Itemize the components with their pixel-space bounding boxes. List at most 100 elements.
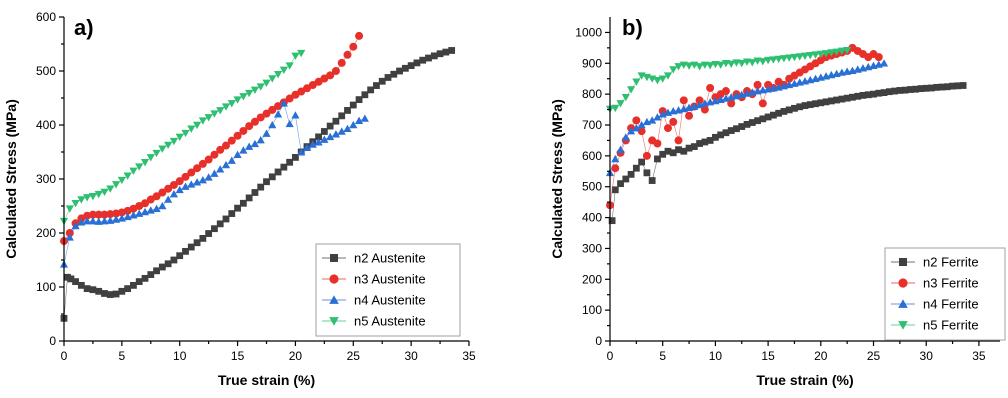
data-point [227, 156, 236, 164]
data-point [100, 210, 109, 219]
data-point [748, 119, 756, 126]
data-point [627, 127, 636, 135]
data-point [838, 95, 846, 103]
x-tick-label: 10 [173, 349, 187, 363]
data-point [210, 169, 219, 177]
data-point [216, 145, 225, 154]
data-point [65, 229, 74, 237]
data-point [72, 278, 79, 285]
data-point [331, 130, 341, 138]
data-point [632, 78, 641, 86]
data-point [706, 62, 715, 70]
data-point [222, 215, 230, 223]
data-point [262, 109, 271, 118]
data-point [117, 176, 126, 185]
data-point [653, 76, 662, 85]
data-point [153, 267, 160, 275]
data-point [101, 290, 108, 297]
data-point [332, 117, 340, 125]
data-point [785, 54, 794, 62]
data-point [743, 120, 751, 128]
data-point [71, 200, 80, 208]
data-point [65, 205, 74, 213]
data-point [326, 122, 334, 130]
data-point [621, 133, 630, 141]
y-tick-label: 1000 [575, 25, 602, 39]
data-point [796, 103, 804, 111]
data-point [669, 149, 677, 157]
data-point [949, 82, 956, 90]
data-point [256, 83, 265, 91]
legend-label: n3 Ferrite [923, 276, 979, 291]
data-point [297, 147, 306, 156]
data-point [674, 136, 683, 145]
data-point [616, 145, 625, 153]
series-n2-ferrite [608, 82, 967, 225]
data-point [663, 124, 672, 133]
data-point [442, 48, 450, 56]
data-point [658, 75, 667, 83]
data-point [175, 133, 184, 141]
data-point [216, 220, 224, 228]
data-point [430, 52, 438, 60]
data-point [801, 102, 809, 109]
data-point [274, 168, 282, 176]
data-point [77, 281, 85, 289]
y-tick-label: 800 [582, 87, 602, 101]
data-point [233, 96, 242, 104]
chart-panel-a: 0 5 10 15 20 25 30 35 0 100 200 300 400 500 600 True st… [3, 10, 476, 388]
x-tick-label: 30 [920, 349, 934, 363]
data-point [764, 56, 773, 65]
data-point [843, 47, 852, 55]
data-point [753, 80, 762, 89]
series-n4-austenite [59, 99, 369, 268]
series-n2-austenite [60, 47, 456, 322]
data-point [320, 135, 329, 143]
data-point [785, 106, 793, 114]
data-point [627, 86, 636, 94]
data-point [653, 139, 662, 148]
data-point [706, 137, 714, 144]
data-point [67, 275, 75, 283]
data-point [124, 285, 132, 293]
x-tick-label: 25 [867, 349, 881, 363]
data-point [611, 154, 620, 163]
data-point [891, 87, 898, 95]
data-point [158, 201, 167, 210]
data-point [748, 59, 757, 67]
data-point [169, 180, 178, 189]
chart-panel-b: 0 5 10 15 20 25 30 35 0 100 200 300 400 500 600 700 800 9… [549, 15, 1006, 388]
data-point [917, 85, 925, 92]
x-tick-label: 10 [709, 349, 723, 363]
data-point [611, 104, 620, 113]
data-point [817, 99, 825, 107]
data-point [922, 84, 930, 92]
y-tick-label: 300 [36, 172, 56, 186]
data-point [769, 111, 777, 119]
legend-marker [330, 254, 338, 262]
legend-label: n4 Austenite [354, 293, 426, 308]
data-point [83, 285, 91, 293]
data-point [297, 49, 306, 58]
data-point [146, 154, 155, 162]
data-point [611, 164, 620, 173]
data-point [717, 131, 725, 139]
data-point [361, 91, 369, 99]
data-point [419, 56, 427, 64]
data-point [843, 94, 851, 102]
data-point [795, 53, 804, 61]
data-point [256, 136, 265, 144]
data-point [233, 150, 242, 158]
y-tick-label: 500 [582, 180, 602, 194]
data-point [695, 96, 704, 105]
data-point [268, 75, 277, 83]
series-n5-ferrite [605, 47, 852, 114]
series-line-2 [63, 102, 366, 265]
data-point [833, 96, 841, 104]
legend-label: n4 Ferrite [923, 297, 979, 312]
data-point [959, 82, 967, 89]
data-point [268, 105, 277, 114]
data-point [106, 210, 115, 219]
x-tick-label: 15 [231, 349, 245, 363]
data-point [205, 230, 213, 237]
